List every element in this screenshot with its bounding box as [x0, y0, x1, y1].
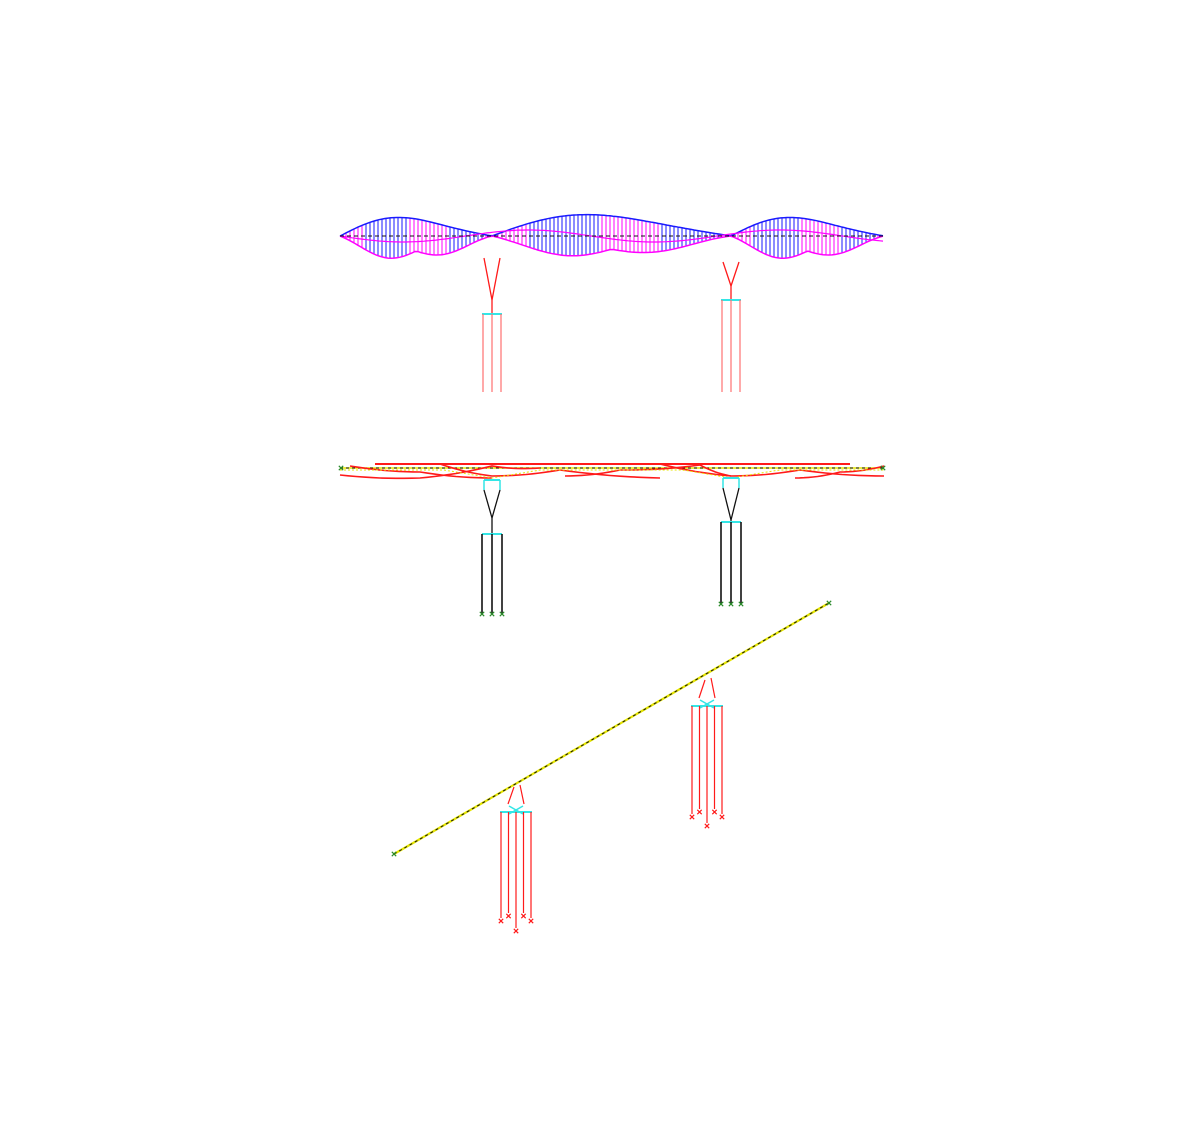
pile-tip-b: [696, 809, 703, 815]
pier-strut-left: [722, 261, 732, 287]
tendon-draped-4: [564, 464, 732, 477]
pile-tip: [513, 928, 519, 934]
pile-tip: [696, 809, 703, 815]
pile-support-b: [489, 611, 495, 617]
pier-strut-right: [491, 489, 501, 519]
pile-tip-b: [711, 809, 718, 815]
pier-strut-right: [519, 784, 525, 805]
pier-strut-right: [730, 487, 740, 521]
pile-tip-b: [704, 823, 710, 829]
pile-tip: [520, 913, 527, 919]
abutment-left: [391, 851, 397, 857]
pile-support: [738, 601, 744, 607]
pile-tip: [689, 814, 695, 820]
pile-support: [479, 611, 485, 617]
pier-strut-left: [483, 489, 493, 519]
abutment-right-b: [826, 600, 832, 606]
soffit-line: [340, 469, 884, 479]
pier-2: [721, 261, 741, 392]
pile-support-b: [499, 611, 505, 617]
abutment-right: [826, 600, 832, 606]
tendon-elevation-view: [338, 463, 886, 617]
abutment-left-b: [391, 851, 397, 857]
pier-strut-left: [722, 487, 732, 521]
pile-tip: [498, 918, 504, 924]
pile-support: [489, 611, 495, 617]
diagram-outline-top: [339, 213, 884, 237]
pile-support-b: [728, 601, 734, 607]
tendon-pier-1: [479, 479, 505, 617]
pile-tip-b: [520, 913, 527, 919]
support-right: [880, 465, 886, 471]
pier-1: [482, 257, 502, 392]
plan-pier-2: [689, 677, 725, 829]
pile-tip-b: [498, 918, 504, 924]
pier-strut-left: [483, 257, 493, 301]
pile-support: [718, 601, 724, 607]
pile-support-b: [738, 601, 744, 607]
pier-strut-right: [710, 677, 716, 699]
tendon-draped-6: [794, 465, 885, 479]
moment-diagram-view: [339, 213, 884, 392]
tendon-pier-2: [718, 477, 744, 607]
pier-strut-right: [491, 257, 501, 301]
support-left-b: [338, 465, 344, 471]
pier-strut-right: [730, 261, 740, 287]
pile-tip: [505, 913, 512, 919]
deck-centerline: [393, 602, 830, 855]
pile-tip-b: [719, 814, 725, 820]
pier-strut-left: [698, 679, 706, 699]
pier-strut-left: [507, 786, 515, 805]
pile-tip: [711, 809, 718, 815]
plan-view: [391, 600, 832, 934]
pile-tip: [719, 814, 725, 820]
tendon-draped-2: [349, 465, 493, 479]
pile-support: [499, 611, 505, 617]
tendon-draped-5: [659, 463, 885, 477]
pile-support-b: [718, 601, 724, 607]
plan-pier-1: [498, 784, 534, 934]
support-right-b: [880, 465, 886, 471]
pile-tip-b: [513, 928, 519, 934]
diagram-midline: [339, 229, 884, 243]
pile-support-b: [479, 611, 485, 617]
support-left: [338, 465, 344, 471]
diagram-outline-bottom: [339, 235, 884, 259]
pile-tip: [528, 918, 534, 924]
pile-tip-b: [528, 918, 534, 924]
tendon-draped-3: [439, 463, 661, 479]
tendon-draped-1: [339, 465, 541, 480]
pile-tip-b: [505, 913, 512, 919]
pile-support: [728, 601, 734, 607]
pile-tip-b: [689, 814, 695, 820]
pile-tip: [704, 823, 710, 829]
